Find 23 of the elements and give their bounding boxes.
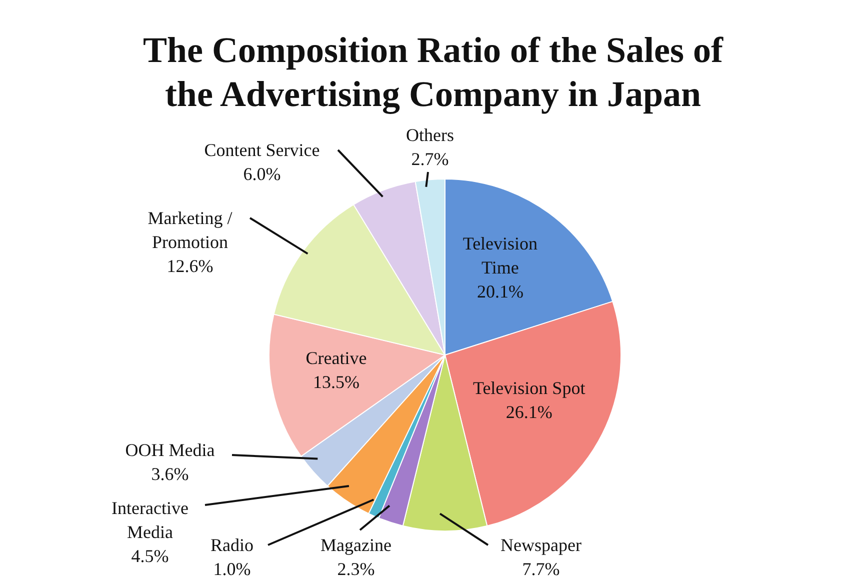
slice-label: Television Time [462, 234, 538, 278]
data-label: 20.1% [476, 282, 524, 302]
chart-title: The Composition Ratio of the Sales of the Advertising Company in Japan [142, 29, 724, 116]
slice-label: Others [406, 125, 454, 145]
slice-label: Creative [306, 348, 367, 368]
slice-label: Television Spot [472, 378, 586, 398]
data-label: 6.0% [243, 164, 281, 184]
data-label: 4.5% [131, 546, 169, 566]
data-label: 2.7% [411, 149, 449, 169]
slice-label: Marketing / Promotion [148, 208, 232, 252]
slice-label: Radio [210, 535, 254, 555]
data-label: 1.0% [213, 559, 251, 579]
slice-label: Content Service [204, 140, 320, 160]
slice-label: Interactive Media [112, 498, 188, 542]
slice-label: Newspaper [500, 535, 582, 555]
data-label: 26.1% [506, 402, 552, 422]
slice-label: OOH Media [125, 440, 215, 460]
data-label: 7.7% [522, 559, 560, 579]
slice-label: Magazine [320, 535, 392, 555]
data-label: 12.6% [166, 256, 214, 276]
data-label: 2.3% [337, 559, 375, 579]
data-label: 3.6% [151, 464, 189, 484]
data-label: 13.5% [313, 372, 360, 392]
